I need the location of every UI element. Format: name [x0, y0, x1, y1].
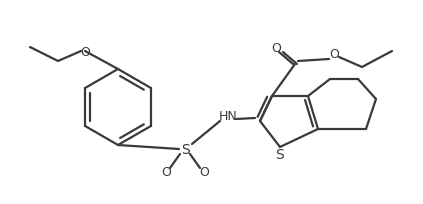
Text: O: O — [271, 41, 281, 54]
Text: O: O — [161, 166, 171, 179]
Text: O: O — [80, 45, 90, 58]
Text: HN: HN — [219, 110, 237, 123]
Text: S: S — [276, 147, 284, 161]
Text: O: O — [199, 166, 209, 179]
Text: S: S — [181, 142, 190, 156]
Text: O: O — [329, 48, 339, 61]
